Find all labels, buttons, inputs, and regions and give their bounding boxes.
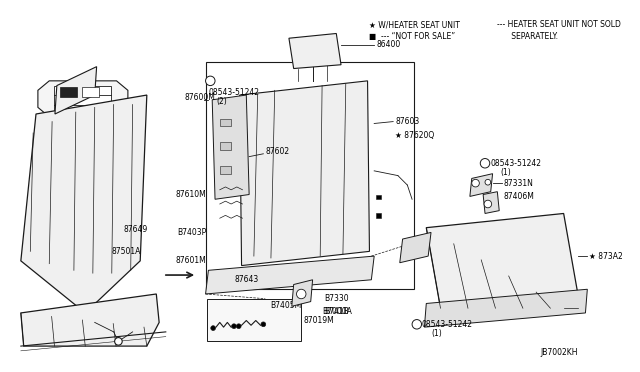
Text: ■  --- “NOT FOR SALE”: ■ --- “NOT FOR SALE” <box>369 32 456 41</box>
Polygon shape <box>426 214 578 308</box>
Text: ★ W/HEATER SEAT UNIT: ★ W/HEATER SEAT UNIT <box>369 20 460 29</box>
Circle shape <box>232 324 236 328</box>
Text: 87649: 87649 <box>123 225 147 234</box>
Polygon shape <box>55 67 97 114</box>
Bar <box>220 166 231 174</box>
Text: B7330: B7330 <box>324 294 349 303</box>
Text: 87600M: 87600M <box>185 93 216 102</box>
Circle shape <box>484 200 492 208</box>
Text: (1): (1) <box>431 329 442 338</box>
Bar <box>376 195 381 199</box>
Polygon shape <box>470 174 493 196</box>
Text: S: S <box>208 77 211 83</box>
Text: B741B: B741B <box>324 307 349 315</box>
Text: 87331N: 87331N <box>504 179 534 187</box>
Polygon shape <box>205 256 374 294</box>
Text: 87602: 87602 <box>265 147 289 156</box>
Text: 87019M: 87019M <box>303 316 334 325</box>
Text: 87643: 87643 <box>235 275 259 284</box>
Text: 08543-51242: 08543-51242 <box>491 159 541 168</box>
Polygon shape <box>289 33 341 68</box>
Polygon shape <box>239 81 369 266</box>
Circle shape <box>472 179 479 187</box>
Text: 87601M: 87601M <box>176 256 207 265</box>
Polygon shape <box>21 95 147 313</box>
Text: SEPARATELY.: SEPARATELY. <box>497 32 558 41</box>
Text: S: S <box>483 160 486 165</box>
Polygon shape <box>400 232 431 263</box>
Circle shape <box>480 158 490 168</box>
Text: ★ 873A2: ★ 873A2 <box>589 251 623 261</box>
Text: 87603: 87603 <box>395 117 419 126</box>
Polygon shape <box>54 86 111 112</box>
Text: 87610M: 87610M <box>176 190 207 199</box>
Text: 08543-51242: 08543-51242 <box>209 88 259 97</box>
Text: B7403P: B7403P <box>177 228 207 237</box>
Bar <box>220 142 231 150</box>
Text: B7405M: B7405M <box>270 301 301 310</box>
Bar <box>60 87 77 97</box>
Polygon shape <box>483 192 499 214</box>
Bar <box>376 214 381 218</box>
Circle shape <box>115 337 122 345</box>
Bar <box>207 299 301 341</box>
Circle shape <box>205 76 215 86</box>
Bar <box>205 62 414 289</box>
Text: 08543-51242: 08543-51242 <box>422 320 472 329</box>
Text: 87501A: 87501A <box>112 247 141 256</box>
Polygon shape <box>38 81 128 117</box>
Text: --- HEATER SEAT UNIT NOT SOLD: --- HEATER SEAT UNIT NOT SOLD <box>497 20 621 29</box>
Polygon shape <box>292 280 312 306</box>
Bar <box>220 119 231 126</box>
Text: 86400: 86400 <box>376 40 401 49</box>
Circle shape <box>236 324 241 328</box>
Circle shape <box>261 322 266 327</box>
Circle shape <box>296 289 306 299</box>
Bar <box>83 87 99 97</box>
Text: B7000A: B7000A <box>322 307 352 315</box>
Text: 87406M: 87406M <box>504 192 535 201</box>
Text: JB7002KH: JB7002KH <box>540 348 578 357</box>
Polygon shape <box>212 95 249 199</box>
Circle shape <box>211 326 216 330</box>
Polygon shape <box>424 289 588 327</box>
Polygon shape <box>21 294 159 346</box>
Text: S: S <box>414 321 417 326</box>
Circle shape <box>412 320 422 329</box>
Text: ★ 87620Q: ★ 87620Q <box>395 131 435 140</box>
Text: (1): (1) <box>500 168 511 177</box>
Circle shape <box>485 179 491 185</box>
Text: (2): (2) <box>216 97 227 106</box>
